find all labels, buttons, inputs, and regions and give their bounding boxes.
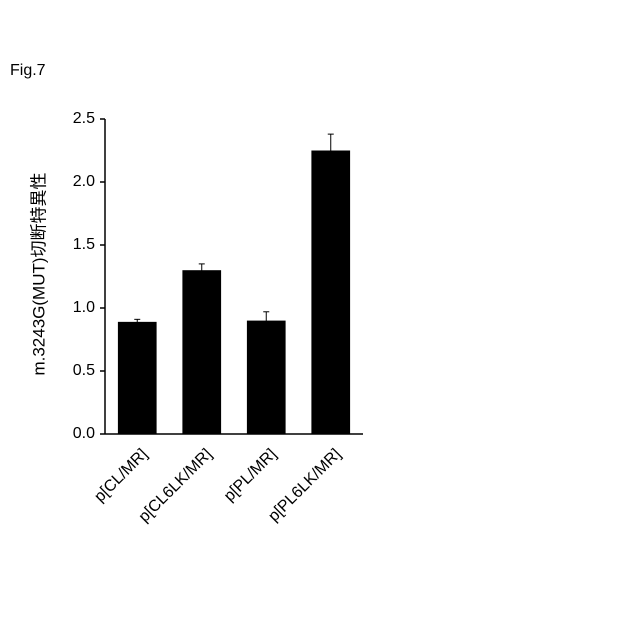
y-tick-label: 0.0 <box>73 425 95 442</box>
y-tick-label: 1.0 <box>73 299 95 316</box>
y-tick-label: 0.5 <box>73 362 95 379</box>
y-axis-label: m.3243G(MUT)切断特異性 <box>29 172 48 375</box>
y-tick-label: 2.5 <box>73 110 95 127</box>
y-tick-label: 2.0 <box>73 173 95 190</box>
bar <box>182 270 221 434</box>
page: Fig.7 m.3243G(MUT)切断特異性 0.0 0.5 1.0 1.5 2.0 2… <box>0 0 640 640</box>
bar <box>247 321 286 434</box>
x-tick-label: p[PL/MR] <box>221 446 280 505</box>
y-tick-label: 1.5 <box>73 236 95 253</box>
figure-label: Fig.7 <box>10 62 46 79</box>
bar <box>311 151 350 435</box>
bar <box>118 322 157 434</box>
x-tick-label: p[CL/MR] <box>91 446 151 506</box>
